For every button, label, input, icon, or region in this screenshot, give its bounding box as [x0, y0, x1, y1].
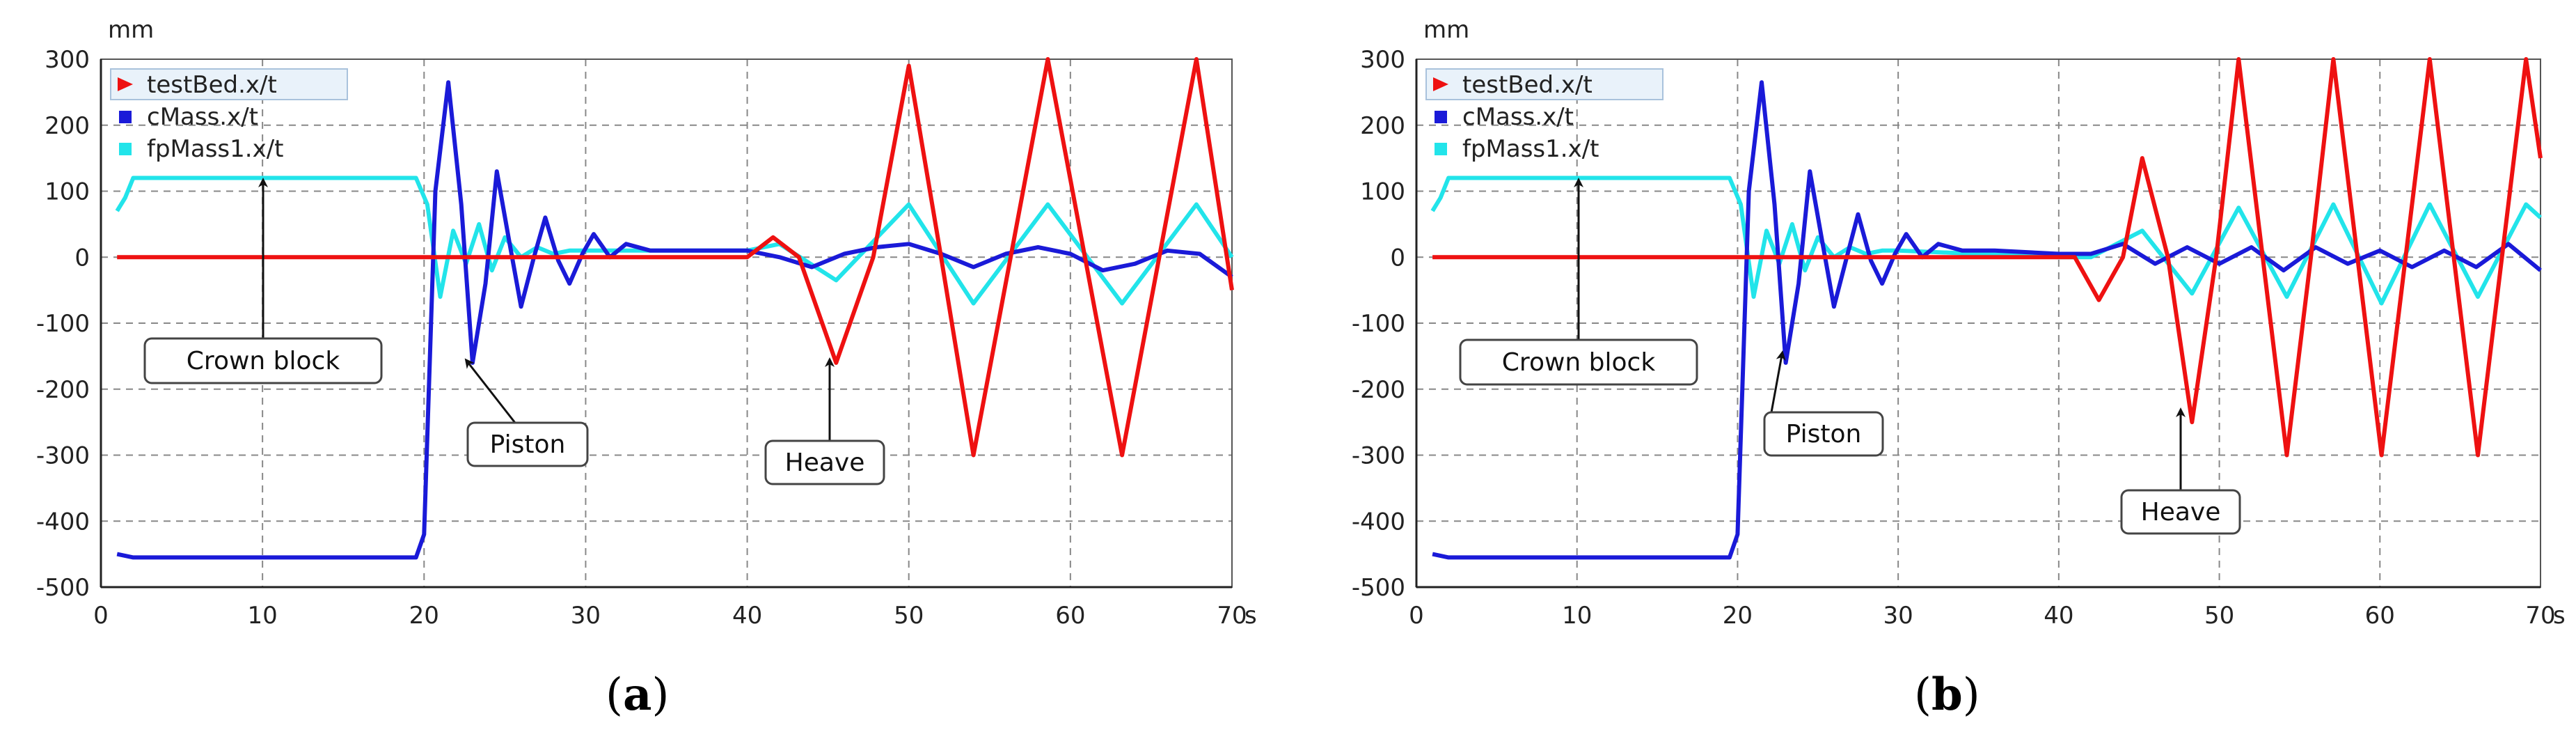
- chart-a-legend-label: testBed.x/t: [147, 71, 277, 99]
- chart-panel-b: mm s 0 10 20 30 40 50 60 70 300 200 100 0 -100 -200 -3…: [1315, 0, 2576, 748]
- chart-a-legend: testBed.x/t cMass.x/t fpMass1.x/t: [110, 68, 348, 163]
- chart-a-ytick-label: 0: [74, 244, 90, 272]
- annotation-piston-a: Piston: [490, 430, 566, 459]
- chart-b-legend-marker: [1433, 77, 1448, 91]
- chart-b-series-testbed-x-t: [1432, 57, 2543, 458]
- callout-crown-block-b: Crown block: [1459, 178, 1698, 386]
- chart-a-legend-marker: [119, 111, 132, 123]
- chart-b-ylabel: mm: [1423, 16, 1469, 44]
- chart-b-ticks: 0 10 20 30 40 50 60 70 300 200 100 0 -100 -200 -300 -40…: [1352, 46, 2556, 630]
- chart-b-legend-marker: [1435, 111, 1447, 123]
- chart-b-legend-highlight: [1425, 68, 1664, 100]
- chart-b-xlabel: s: [2553, 602, 2566, 630]
- chart-a-ticks: 0 10 20 30 40 50 60 70 300 200 100 0 -100 -200 -300 -40…: [36, 46, 1247, 630]
- callout-piston-a: Piston: [464, 358, 589, 467]
- callout-crown-block-a: Crown block: [143, 178, 383, 384]
- callout-heave-b: Heave: [2120, 407, 2241, 535]
- callout-heave-a: Heave: [764, 357, 885, 485]
- annotation-crown-block-b: Crown block: [1502, 348, 1656, 377]
- chart-b-xtick-label: 20: [1723, 602, 1753, 630]
- chart-a-xtick-label: 10: [248, 602, 278, 630]
- chart-b-ytick-label: 300: [1360, 46, 1405, 74]
- chart-b-series: [1430, 57, 2543, 560]
- chart-a-xtick-label: 20: [409, 602, 439, 630]
- callout-piston-b: Piston: [1763, 350, 1884, 457]
- chart-b-ytick-label: 200: [1360, 112, 1405, 140]
- chart-b-legend-label: cMass.x/t: [1462, 103, 1574, 131]
- annotation-heave-a: Heave: [785, 449, 865, 477]
- chart-a-ytick-label: 200: [45, 112, 90, 140]
- chart-a-xtick-label: 70: [1217, 602, 1247, 630]
- chart-b-ytick-label: -200: [1352, 376, 1405, 404]
- chart-b-series-fpmass1-x-t: [1430, 176, 2543, 306]
- annotation-piston-b: Piston: [1786, 420, 1862, 449]
- chart-a-legend-label: fpMass1.x/t: [147, 135, 284, 163]
- chart-b-xtick-label: 60: [2365, 602, 2395, 630]
- chart-b-xtick-label: 70: [2525, 602, 2555, 630]
- chart-a-legend-label: cMass.x/t: [147, 103, 258, 131]
- chart-a-legend-marker: [118, 77, 133, 91]
- chart-a-xtick-label: 60: [1055, 602, 1085, 630]
- chart-a-xlabel: s: [1244, 602, 1257, 630]
- chart-a-svg: mm s 0 10 20 30 40 50 60 70 300 200 100 0 -100 -200 -3…: [36, 16, 1257, 630]
- chart-b-xtick-label: 0: [1409, 602, 1424, 630]
- chart-a-ytick-label: 100: [45, 178, 90, 206]
- chart-b-svg: mm s 0 10 20 30 40 50 60 70 300 200 100 0 -100 -200 -3…: [1352, 16, 2566, 630]
- chart-b-xtick-label: 50: [2204, 602, 2234, 630]
- chart-a-xtick-label: 0: [93, 602, 109, 630]
- chart-b-grid: [1416, 59, 2541, 587]
- chart-b-xtick-label: 10: [1562, 602, 1592, 630]
- chart-b-ytick-label: -100: [1352, 310, 1405, 338]
- chart-a-ytick-label: -400: [36, 508, 90, 536]
- chart-a-xtick-label: 50: [894, 602, 924, 630]
- chart-a-ylabel: mm: [108, 16, 154, 44]
- chart-b-legend-label: testBed.x/t: [1462, 71, 1593, 99]
- annotation-heave-b: Heave: [2141, 498, 2221, 527]
- chart-b-legend-label: fpMass1.x/t: [1462, 135, 1599, 163]
- chart-panel-a: mm s 0 10 20 30 40 50 60 70 300 200 100 0 -100 -200 -3…: [36, 16, 1257, 721]
- chart-a-ytick-label: -300: [36, 442, 90, 470]
- chart-b-ytick-label: -500: [1352, 574, 1405, 602]
- chart-b-xtick-label: 40: [2044, 602, 2073, 630]
- chart-a-xtick-label: 40: [732, 602, 762, 630]
- chart-a-ytick-label: -100: [36, 310, 90, 338]
- annotation-crown-block-a: Crown block: [187, 347, 340, 375]
- chart-a-series-fpmass1-x-t: [115, 176, 1234, 306]
- chart-a-legend-highlight: [110, 68, 348, 100]
- panel-a-caption: (a): [606, 669, 670, 721]
- chart-a-axes: [100, 59, 1233, 589]
- chart-b-ytick-label: 100: [1360, 178, 1405, 206]
- chart-b-xtick-label: 30: [1883, 602, 1913, 630]
- chart-a-series: [115, 57, 1234, 560]
- chart-a-ytick-label: 300: [45, 46, 90, 74]
- chart-a-series-testbed-x-t: [117, 57, 1234, 458]
- chart-b-ytick-label: 0: [1390, 244, 1405, 272]
- chart-a-ytick-label: -200: [36, 376, 90, 404]
- chart-b-legend-marker: [1435, 143, 1447, 155]
- chart-a-legend-marker: [119, 143, 132, 155]
- chart-a-xtick-label: 30: [571, 602, 601, 630]
- panel-b-caption: (b): [1914, 669, 1980, 721]
- chart-b-axes: [1415, 59, 2541, 589]
- chart-b-ytick-label: -400: [1352, 508, 1405, 536]
- chart-a-ytick-label: -500: [36, 574, 90, 602]
- chart-b-legend: testBed.x/t cMass.x/t fpMass1.x/t: [1425, 68, 1664, 163]
- chart-b-ytick-label: -300: [1352, 442, 1405, 470]
